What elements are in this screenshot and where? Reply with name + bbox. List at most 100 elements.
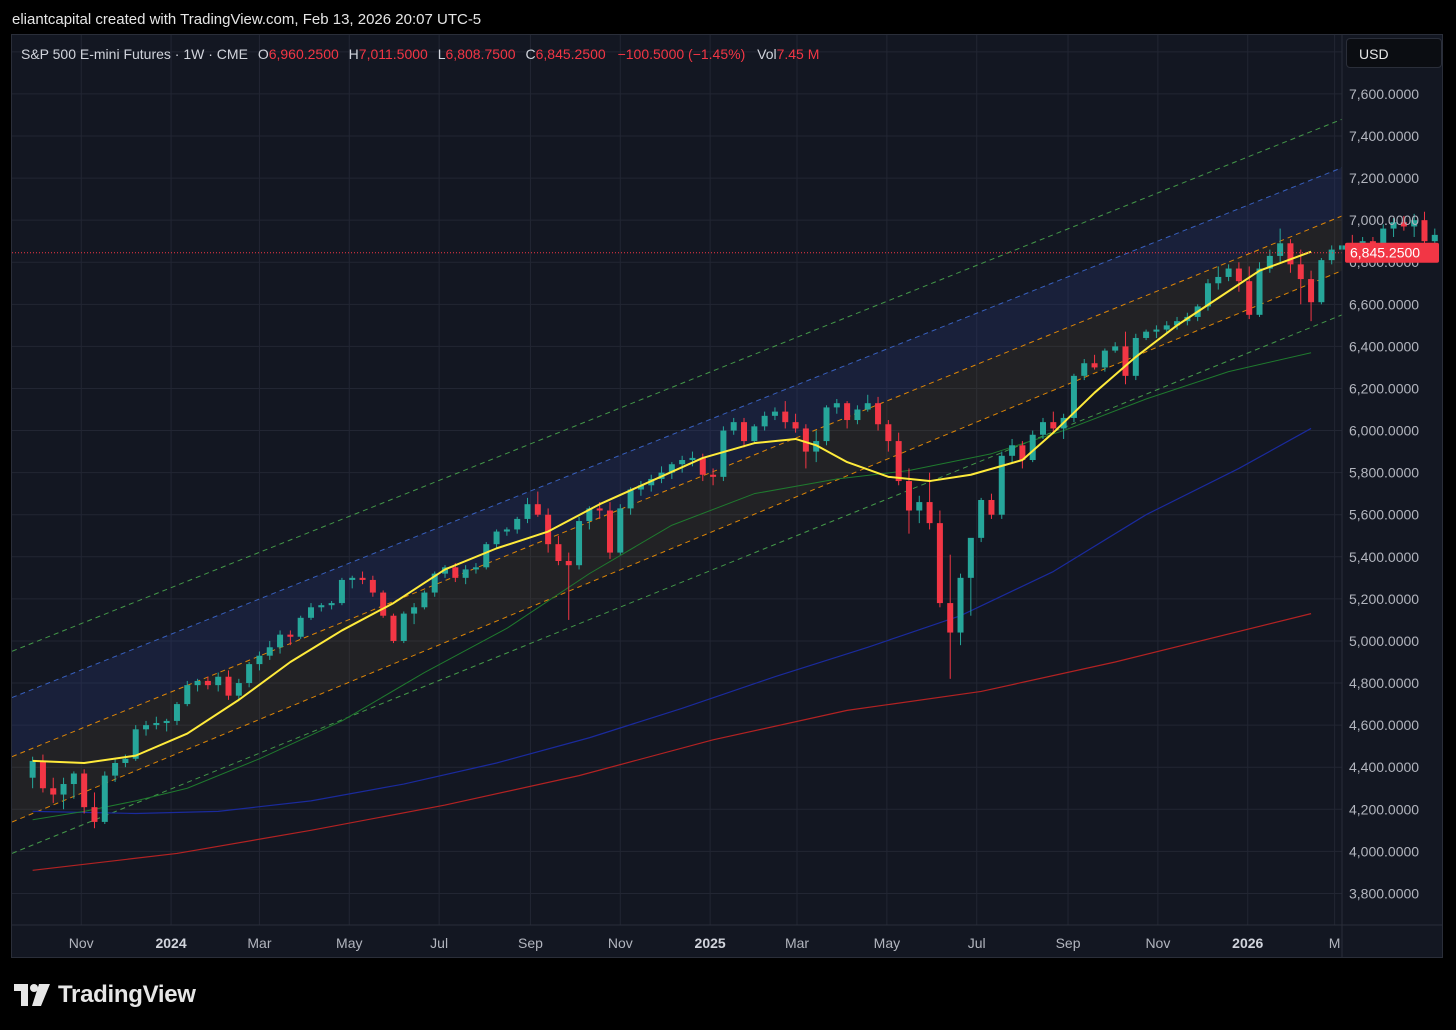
candle-body — [204, 680, 211, 686]
candle-body — [338, 579, 345, 604]
candle-body — [1411, 220, 1418, 227]
candle-body — [771, 411, 778, 416]
candle-body — [679, 460, 686, 465]
volume-label: Vol — [757, 46, 777, 62]
candle-body — [534, 504, 541, 515]
candle-body — [1009, 445, 1016, 456]
candle-body — [266, 647, 273, 656]
candle-body — [390, 615, 397, 641]
candle-body — [1029, 434, 1036, 461]
candle-body — [359, 577, 366, 580]
channel-line-outer-top — [12, 118, 1343, 652]
candle-body — [864, 403, 871, 410]
candle-body — [81, 773, 88, 808]
open-value: 6,960.2500 — [268, 46, 339, 62]
candle-body — [576, 521, 583, 566]
candle-body — [1225, 268, 1232, 277]
candle-body — [50, 788, 57, 795]
candle-body — [369, 579, 376, 593]
candle-body — [29, 760, 36, 778]
low-value: 6,808.7500 — [445, 46, 516, 62]
candle-body — [844, 403, 851, 421]
price-axis-label: 5,400.0000 — [1349, 549, 1419, 565]
candle-body — [545, 514, 552, 545]
candle-body — [741, 422, 748, 442]
candle-body — [988, 499, 995, 515]
last-price-badge — [1345, 242, 1439, 263]
time-axis-label: Nov — [1145, 935, 1170, 951]
price-axis-label: 6,400.0000 — [1349, 338, 1419, 354]
candle-body — [328, 603, 335, 606]
candle-body — [1380, 228, 1387, 252]
open-label: O — [257, 46, 269, 62]
close-value: 6,845.2500 — [535, 46, 606, 62]
chart-frame[interactable]: 3,800.0000 4,000.0000 4,200.0000 4,400.0000… — [11, 34, 1443, 958]
candle-body — [998, 455, 1005, 515]
time-axis-label: Sep — [1056, 935, 1081, 951]
candle-body — [153, 723, 160, 726]
candle-body — [1287, 243, 1294, 265]
high-value: 7,011.5000 — [358, 46, 428, 62]
time-axis-label: Mar — [785, 935, 809, 951]
candle-body — [978, 499, 985, 538]
time-axis-label: 2026 — [1232, 935, 1263, 951]
price-axis-label: 5,000.0000 — [1349, 633, 1419, 649]
candle-body — [936, 523, 943, 604]
candle-body — [710, 474, 717, 477]
candle-body — [39, 760, 46, 789]
candle-body — [1143, 331, 1150, 338]
candle-body — [60, 784, 67, 795]
candle-body — [1308, 279, 1315, 303]
candle-body — [1174, 321, 1181, 326]
candle-body — [617, 508, 624, 553]
candle-body — [1266, 255, 1273, 269]
price-axis-label: 4,600.0000 — [1349, 717, 1419, 733]
candle-body — [184, 685, 191, 705]
candle-body — [215, 676, 222, 686]
time-axis-label: May — [874, 935, 900, 951]
candle-body — [637, 485, 644, 490]
candle-body — [1050, 422, 1057, 429]
candle-body — [431, 573, 438, 593]
candle-body — [761, 415, 768, 427]
candle-body — [833, 403, 840, 408]
candle-body — [1277, 243, 1284, 256]
moving-average-line — [32, 352, 1312, 821]
candle-body — [112, 762, 119, 776]
candle-body — [1081, 363, 1088, 376]
moving-average-line — [32, 613, 1312, 871]
candle-body — [1163, 325, 1170, 330]
price-axis-label: 6,600.0000 — [1349, 296, 1419, 312]
candle-body — [720, 430, 727, 477]
price-chart[interactable]: 3,800.0000 4,000.0000 4,200.0000 4,400.0000… — [12, 35, 1442, 957]
candle-body — [586, 508, 593, 522]
candle-body — [1091, 363, 1098, 368]
candle-body — [916, 502, 923, 511]
candle-body — [751, 426, 758, 442]
price-axis-label: 5,800.0000 — [1349, 465, 1419, 481]
candle-body — [957, 577, 964, 633]
candle-body — [823, 407, 830, 442]
candle-body — [905, 481, 912, 511]
candle-body — [699, 457, 706, 475]
candle-body — [380, 592, 387, 616]
candle-body — [1328, 249, 1335, 261]
price-axis-label: 6,200.0000 — [1349, 380, 1419, 396]
candle-body — [246, 664, 253, 684]
candle-body — [256, 655, 263, 665]
candle-body — [606, 510, 613, 553]
candle-body — [132, 729, 139, 759]
candle-body — [318, 605, 325, 608]
last-price-label: 6,845.2500 — [1350, 245, 1420, 261]
currency-button[interactable]: USD — [1346, 38, 1442, 68]
candle-body — [235, 683, 242, 696]
price-axis-label: 4,000.0000 — [1349, 843, 1419, 859]
candle-body — [400, 613, 407, 641]
candle-body — [565, 561, 572, 566]
channel-line-inner-bottom — [12, 270, 1343, 823]
candle-body — [854, 409, 861, 421]
candle-body — [483, 544, 490, 568]
volume-value: 7.45 M — [776, 46, 820, 62]
candle-body — [1421, 220, 1428, 242]
close-label: C — [525, 46, 536, 62]
